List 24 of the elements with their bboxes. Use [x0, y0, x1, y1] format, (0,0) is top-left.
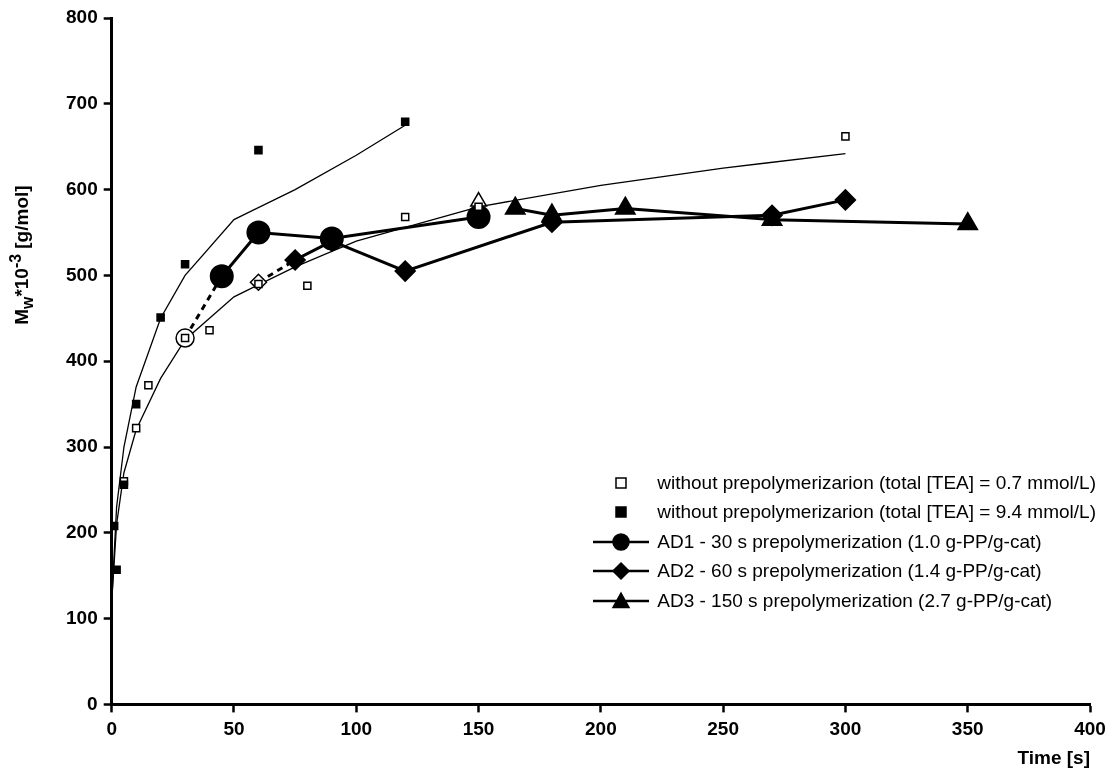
y-tick-label: 500	[66, 263, 98, 285]
y-tick-label: 800	[66, 6, 98, 28]
x-tick-label: 300	[829, 718, 862, 740]
x-tick-label: 250	[707, 718, 739, 740]
y-tick-label: 600	[66, 177, 98, 199]
y-tick-label: 200	[66, 521, 98, 543]
x-tick-label: 400	[1074, 718, 1106, 740]
x-tick-label: 0	[106, 718, 117, 740]
y-tick-label: 0	[87, 692, 98, 714]
legend-label: AD3 - 150 s prepolymerization (2.7 g-PP/g-cat)	[657, 589, 1053, 612]
x-tick-label: 100	[340, 718, 373, 740]
legend-label: without prepolymerizarion (total [TEA] = 9.4 mmol/L)	[657, 501, 1096, 524]
y-tick-label: 100	[66, 606, 98, 628]
legend-label: AD2 - 60 s prepolymerization (1.4 g-PP/g-cat)	[657, 560, 1042, 583]
x-tick-label: 200	[585, 718, 617, 740]
y-tick-label: 700	[66, 92, 98, 114]
legend-label: AD1 - 30 s prepolymerization (1.0 g-PP/g-cat)	[657, 530, 1042, 553]
y-tick-label: 400	[66, 349, 98, 371]
y-tick-label: 300	[66, 435, 98, 457]
x-axis-title: Time [s]	[1017, 746, 1090, 768]
x-tick-label: 50	[223, 718, 245, 740]
legend-label: without prepolymerizarion (total [TEA] = 0.7 mmol/L)	[657, 471, 1096, 494]
x-tick-label: 350	[951, 718, 984, 740]
x-tick-label: 150	[462, 718, 495, 740]
